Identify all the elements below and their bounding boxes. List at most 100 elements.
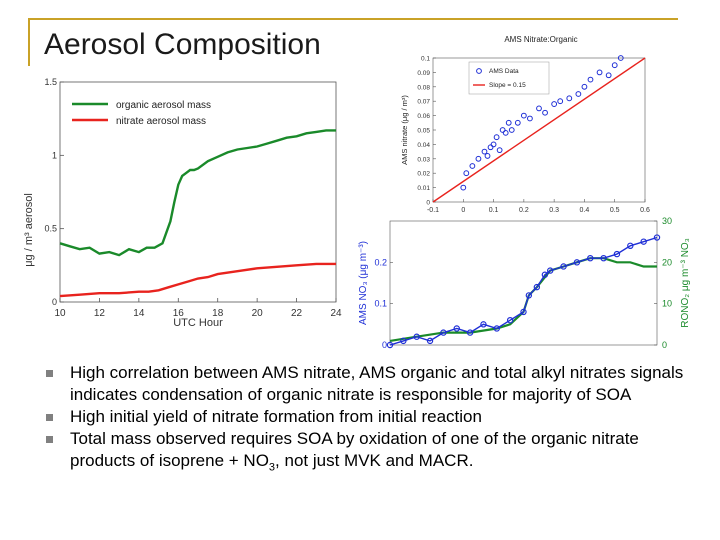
y-tick-label: 0.09 bbox=[417, 70, 430, 77]
timeseries-background bbox=[352, 215, 697, 350]
x-tick-label: 0.5 bbox=[610, 207, 620, 214]
bullet-item: High correlation between AMS nitrate, AM… bbox=[46, 362, 706, 406]
x-tick-label: 20 bbox=[252, 308, 264, 319]
series-line-organic bbox=[59, 129, 336, 257]
series-point-ams-no3 bbox=[440, 329, 447, 336]
scatter-point bbox=[490, 141, 497, 148]
bullet-item: Total mass observed requires SOA by oxid… bbox=[46, 428, 706, 478]
series-point-ams-no3 bbox=[533, 283, 541, 291]
y-tick-label: 0 bbox=[382, 340, 387, 350]
series-point-ams-no3 bbox=[560, 263, 567, 270]
legend-box bbox=[468, 61, 550, 95]
y2-tick-label: 0 bbox=[662, 340, 667, 350]
y-tick-label: 0.1 bbox=[421, 56, 430, 63]
series-point-ams-no3 bbox=[493, 325, 500, 332]
scatter-point bbox=[505, 119, 512, 126]
legend-label: AMS Data bbox=[489, 68, 519, 75]
scatter-point bbox=[496, 147, 503, 154]
x-tick-label: 12 bbox=[94, 308, 106, 319]
x-tick-label: -0.1 bbox=[427, 207, 439, 214]
series-point-ams-no3 bbox=[426, 337, 434, 345]
series-line-rono2 bbox=[389, 257, 657, 342]
series-point-ams-no3 bbox=[546, 267, 554, 274]
series-line-ams-no3 bbox=[389, 236, 658, 346]
series-point-ams-no3 bbox=[413, 333, 420, 340]
scatter-point bbox=[469, 163, 476, 169]
series-point-ams-no3 bbox=[613, 250, 621, 258]
scatter-point bbox=[536, 105, 542, 112]
y-tick-label: 0.01 bbox=[417, 185, 430, 192]
scatter-point bbox=[566, 95, 573, 102]
scatter-point bbox=[611, 62, 618, 69]
x-tick-label: 22 bbox=[291, 308, 303, 319]
y-tick-label: 0.1 bbox=[374, 299, 387, 309]
scatter-point bbox=[487, 144, 494, 151]
bullet-marker bbox=[46, 436, 53, 443]
series-point-ams-no3 bbox=[573, 259, 581, 266]
scatter-point bbox=[587, 76, 594, 83]
series-point-ams-no3 bbox=[640, 238, 647, 245]
x-tick-label: 0.4 bbox=[580, 207, 590, 214]
scatter-point bbox=[557, 98, 564, 105]
legend-label: organic aerosol mass bbox=[116, 100, 211, 111]
x-tick-label: 0.6 bbox=[640, 207, 650, 214]
scatter-series bbox=[432, 55, 646, 203]
aerosol-mass-y-axis-label: μg / m³ aerosol bbox=[23, 193, 35, 267]
scatter-point bbox=[596, 69, 603, 76]
aerosol-mass-x-axis-label: UTC Hour bbox=[173, 317, 223, 329]
x-tick-label: 10 bbox=[54, 308, 66, 319]
scatter-point bbox=[617, 55, 624, 61]
y-tick-label: 0.2 bbox=[374, 257, 387, 267]
scatter-point bbox=[502, 129, 509, 136]
scatter-point bbox=[575, 91, 582, 97]
scatter-point bbox=[481, 148, 488, 155]
timeseries-series bbox=[386, 234, 661, 349]
y-tick-label: 0.5 bbox=[44, 224, 57, 234]
scatter-point bbox=[527, 115, 533, 122]
aerosol-mass-series bbox=[59, 129, 336, 298]
y-tick-label: 0.05 bbox=[417, 128, 430, 135]
y-tick-label: 0.04 bbox=[417, 142, 430, 149]
scatter-background bbox=[395, 30, 685, 220]
aerosol-mass-legend: organic aerosol mass nitrate aerosol mass bbox=[72, 100, 211, 127]
series-line-nitrate bbox=[59, 262, 336, 298]
y-tick-label: 0 bbox=[426, 200, 430, 207]
scatter-point bbox=[460, 184, 467, 191]
timeseries-y-axis-label: AMS NO₃ (μg m⁻³) bbox=[358, 241, 369, 325]
bullet-marker bbox=[46, 414, 53, 421]
y-tick-label: 0.06 bbox=[417, 113, 430, 120]
series-point-ams-no3 bbox=[506, 316, 514, 324]
legend-label: Slope = 0.15 bbox=[489, 82, 526, 89]
timeseries-axes: 0 0.1 0.2 0 10 20 30 bbox=[374, 216, 672, 350]
scatter-point bbox=[493, 134, 500, 141]
y-tick-label: 0 bbox=[52, 297, 57, 307]
y-tick-label: 0.07 bbox=[417, 99, 430, 106]
slide-title: Aerosol Composition bbox=[44, 28, 321, 61]
scatter-point bbox=[463, 170, 470, 177]
x-tick-label: 0 bbox=[461, 207, 465, 214]
series-point-ams-no3 bbox=[400, 337, 407, 345]
x-tick-label: 0.1 bbox=[489, 207, 499, 214]
scatter-point bbox=[475, 155, 482, 162]
series-point-ams-no3 bbox=[466, 329, 474, 336]
scatter-point bbox=[542, 109, 548, 116]
scatter-point bbox=[514, 119, 521, 126]
scatter-axes: -0.1 0 0.1 0.2 0.3 0.4 0.5 0.600.010.020.030.04… bbox=[417, 56, 650, 215]
series-point-ams-no3 bbox=[386, 341, 394, 349]
bullet-text: High initial yield of nitrate formation … bbox=[70, 407, 482, 426]
bullet-text-pre: Total mass observed requires SOA by oxid… bbox=[70, 429, 639, 470]
x-tick-label: 24 bbox=[330, 308, 342, 319]
bullet-text: High correlation between AMS nitrate, AM… bbox=[70, 363, 684, 404]
scatter-point bbox=[605, 72, 612, 79]
scatter-point bbox=[551, 101, 558, 107]
aerosol-mass-chart: 10 12 14 16 18 20 22 24 0 0.5 1 1.5 organic aerosol… bbox=[23, 77, 342, 329]
legend-label: nitrate aerosol mass bbox=[116, 116, 206, 127]
series-point-ams-no3 bbox=[600, 255, 607, 262]
slide-left-rule bbox=[28, 18, 30, 66]
x-tick-label: 0.2 bbox=[519, 207, 529, 214]
series-point-ams-no3 bbox=[541, 271, 549, 278]
series-point-ams-no3 bbox=[653, 234, 661, 241]
x-tick-label: 18 bbox=[212, 308, 224, 319]
scatter-point bbox=[499, 127, 506, 133]
bullet-marker bbox=[46, 370, 53, 377]
